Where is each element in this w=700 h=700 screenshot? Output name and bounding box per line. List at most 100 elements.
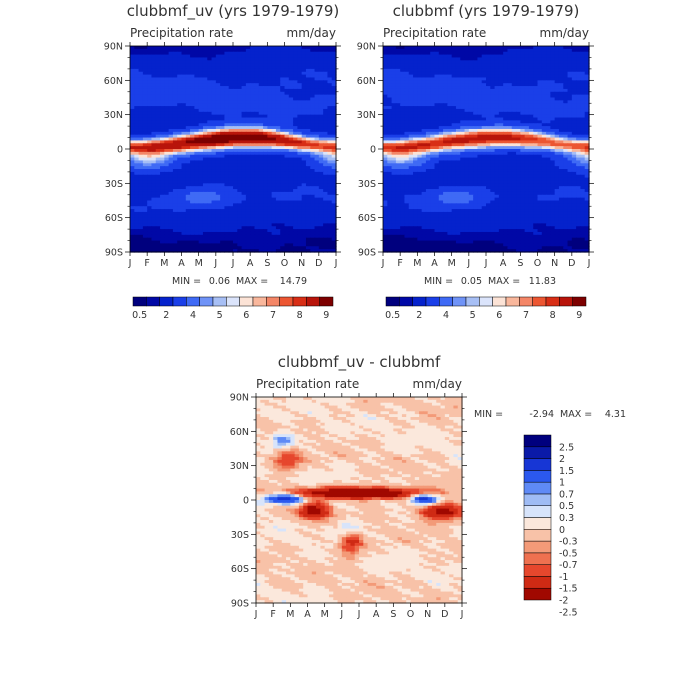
- heatmap-cell: [383, 60, 388, 64]
- heatmap-cell: [305, 214, 311, 219]
- heatmap-cell: [138, 231, 144, 236]
- heatmap-cell: [228, 114, 234, 119]
- heatmap-cell: [202, 86, 208, 90]
- heatmap-cell: [181, 111, 187, 116]
- heatmap-cell: [181, 177, 187, 182]
- heatmap-cell: [164, 71, 170, 76]
- heatmap-cell: [310, 177, 316, 182]
- heatmap-cell: [280, 66, 286, 70]
- heatmap-cell: [250, 231, 256, 236]
- heatmap-cell: [524, 94, 530, 99]
- heatmap-cell: [250, 48, 256, 53]
- heatmap-cell: [215, 209, 221, 213]
- heatmap-cell: [250, 200, 256, 204]
- heatmap-cell: [473, 46, 479, 50]
- heatmap-cell: [331, 203, 337, 207]
- heatmap-cell: [301, 209, 307, 213]
- heatmap-cell: [224, 134, 230, 139]
- heatmap-cell: [177, 63, 183, 67]
- heatmap-cell: [464, 48, 470, 53]
- heatmap-cell: [160, 128, 165, 133]
- heatmap-cell: [190, 209, 195, 213]
- heatmap-cell: [267, 63, 273, 67]
- heatmap-cell: [237, 157, 243, 162]
- heatmap-cell: [507, 88, 513, 93]
- heatmap-cell: [138, 186, 144, 190]
- heatmap-cell: [284, 180, 290, 184]
- heatmap-cell: [524, 66, 530, 70]
- heatmap-cell: [202, 177, 208, 182]
- heatmap-cell: [215, 186, 221, 190]
- heatmap-cell: [318, 83, 324, 87]
- heatmap-cell: [155, 54, 161, 59]
- heatmap-cell: [327, 51, 333, 56]
- heatmap-cell: [177, 240, 183, 245]
- heatmap-cell: [224, 131, 230, 136]
- heatmap-cell: [434, 51, 440, 56]
- heatmap-cell: [155, 226, 161, 230]
- heatmap-cell: [220, 106, 226, 110]
- heatmap-cell: [172, 86, 178, 90]
- heatmap-cell: [327, 54, 333, 59]
- heatmap-cell: [245, 151, 251, 156]
- heatmap-cell: [263, 128, 268, 133]
- heatmap-cell: [318, 240, 324, 245]
- heatmap-cell: [408, 83, 414, 87]
- heatmap-cell: [254, 157, 260, 162]
- heatmap-cell: [233, 63, 238, 67]
- heatmap-cell: [185, 209, 191, 213]
- heatmap-cell: [164, 183, 170, 187]
- heatmap-cell: [138, 103, 144, 107]
- heatmap-cell: [271, 189, 277, 193]
- heatmap-cell: [486, 86, 491, 90]
- heatmap-cell: [258, 174, 264, 179]
- heatmap-cell: [190, 137, 195, 142]
- heatmap-cell: [503, 46, 509, 50]
- heatmap-cell: [310, 137, 316, 142]
- heatmap-cell: [331, 54, 337, 59]
- heatmap-cell: [584, 80, 590, 84]
- heatmap-cell: [177, 149, 183, 153]
- heatmap-cell: [147, 229, 153, 233]
- heatmap-cell: [207, 137, 213, 142]
- heatmap-cell: [172, 206, 178, 210]
- heatmap-cell: [301, 206, 307, 210]
- heatmap-cell: [190, 80, 195, 84]
- heatmap-cell: [383, 68, 388, 73]
- heatmap-cell: [288, 126, 294, 130]
- heatmap-cell: [305, 60, 311, 64]
- heatmap-cell: [447, 51, 453, 56]
- heatmap-cell: [190, 157, 195, 162]
- heatmap-cell: [323, 126, 329, 130]
- heatmap-cell: [147, 117, 153, 121]
- heatmap-cell: [293, 223, 298, 227]
- heatmap-cell: [438, 51, 444, 56]
- heatmap-cell: [421, 54, 427, 59]
- heatmap-cell: [142, 171, 148, 176]
- heatmap-cell: [172, 103, 178, 107]
- heatmap-cell: [194, 143, 200, 147]
- heatmap-cell: [185, 220, 191, 224]
- heatmap-cell: [305, 111, 311, 116]
- heatmap-cell: [275, 186, 281, 190]
- heatmap-cell: [284, 97, 290, 101]
- heatmap-cell: [455, 54, 461, 59]
- heatmap-cell: [301, 243, 307, 247]
- heatmap-cell: [160, 120, 165, 124]
- heatmap-cell: [263, 120, 268, 124]
- heatmap-cell: [563, 88, 569, 93]
- heatmap-cell: [584, 74, 590, 79]
- y-tick-label: 90N: [104, 42, 123, 53]
- heatmap-cell: [245, 180, 251, 184]
- heatmap-cell: [468, 51, 474, 56]
- heatmap-cell: [314, 106, 320, 110]
- heatmap-cell: [554, 66, 560, 70]
- heatmap-cell: [254, 223, 260, 227]
- heatmap-cell: [155, 128, 161, 133]
- heatmap-cell: [554, 80, 560, 84]
- heatmap-cell: [481, 57, 487, 61]
- heatmap-cell: [258, 88, 264, 93]
- heatmap-cell: [258, 186, 264, 190]
- heatmap-cell: [310, 88, 316, 93]
- heatmap-cell: [425, 74, 431, 79]
